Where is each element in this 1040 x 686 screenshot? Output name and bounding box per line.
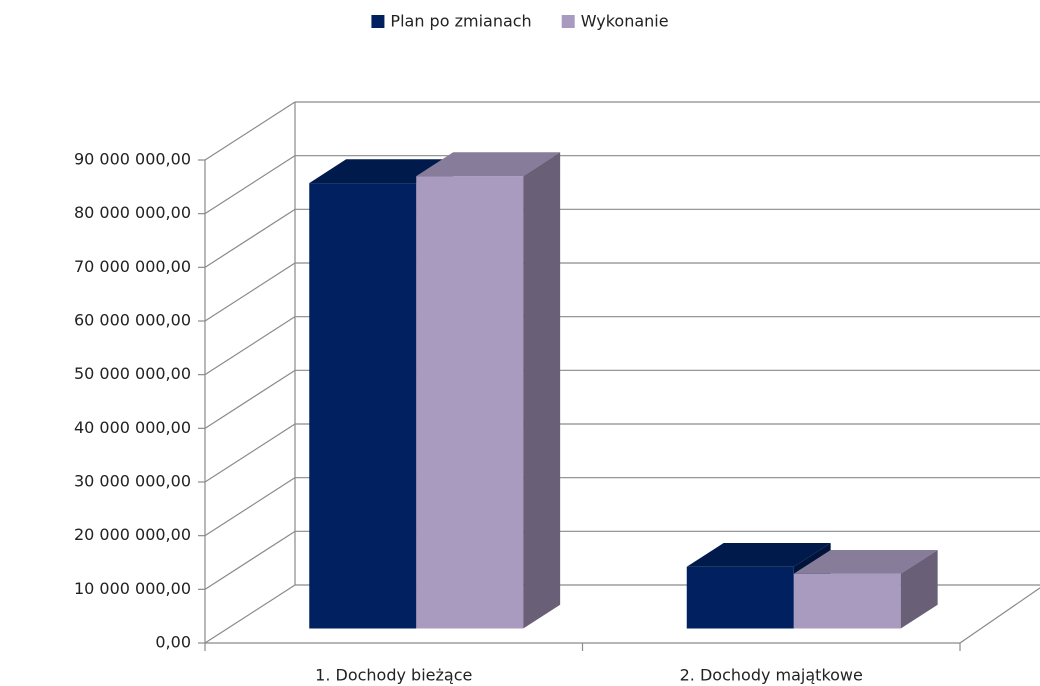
x-tick-label: 1. Dochody bieżące	[315, 666, 472, 685]
y-tick-label: 90 000 000,00	[74, 150, 191, 169]
legend-label: Plan po zmianach	[390, 12, 531, 31]
grid-line	[204, 208, 296, 268]
grid-line	[204, 262, 296, 322]
y-tick-label: 0,00	[155, 633, 191, 652]
bar	[793, 573, 901, 629]
grid-line	[204, 423, 296, 483]
grid-line	[204, 155, 296, 215]
legend: Plan po zmianach Wykonanie	[371, 12, 669, 31]
grid-line	[204, 316, 296, 376]
y-tick-label: 80 000 000,00	[74, 203, 191, 222]
bar-side	[523, 152, 561, 629]
y-tick-label: 50 000 000,00	[74, 364, 191, 383]
bar-3d	[416, 152, 561, 629]
grid-line	[204, 101, 296, 161]
bar	[686, 566, 794, 629]
y-tick-label: 20 000 000,00	[74, 525, 191, 544]
grid-line	[204, 530, 296, 590]
bar-top	[793, 549, 938, 574]
y-tick-label: 10 000 000,00	[74, 579, 191, 598]
bar-top	[416, 152, 561, 177]
bar-side	[900, 549, 938, 629]
y-tick-label: 30 000 000,00	[74, 472, 191, 491]
grid-line	[204, 369, 296, 429]
y-tick-label: 40 000 000,00	[74, 418, 191, 437]
bar	[416, 176, 524, 629]
y-tick-label: 70 000 000,00	[74, 257, 191, 276]
bar-3d	[793, 549, 938, 629]
y-tick-label: 60 000 000,00	[74, 311, 191, 330]
bar-top	[686, 543, 831, 567]
legend-swatch	[561, 15, 575, 28]
legend-swatch	[371, 15, 385, 28]
grid-line	[204, 584, 296, 644]
x-tick-label: 2. Dochody majątkowe	[680, 666, 863, 685]
grid-line	[204, 477, 296, 537]
legend-label: Wykonanie	[581, 12, 669, 31]
bar	[309, 183, 417, 629]
